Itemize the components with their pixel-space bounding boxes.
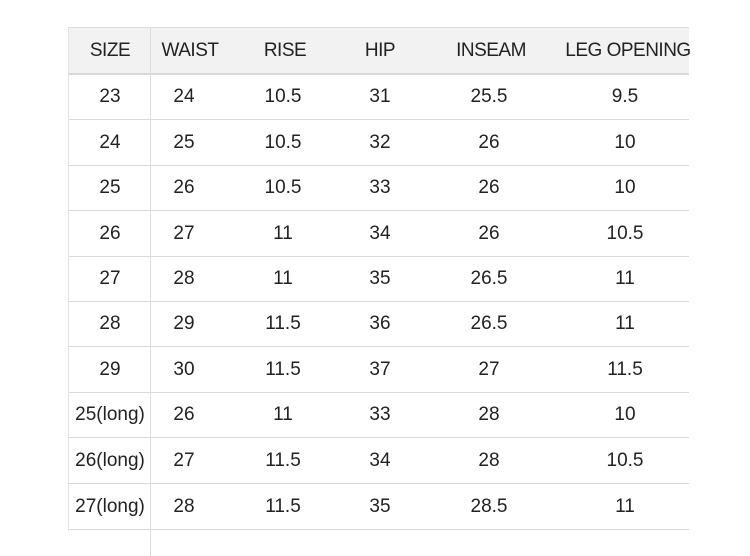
- cell-leg-opening: 11.5: [607, 358, 643, 380]
- cell-inseam: 28: [478, 403, 500, 425]
- cell-size: 29: [99, 358, 121, 380]
- cell-leg-opening: 10.5: [606, 449, 644, 471]
- cell-inseam: 26: [478, 222, 500, 244]
- cell-waist: 27: [173, 449, 195, 471]
- cell-size: 26(long): [75, 449, 145, 471]
- cell-waist: 27: [173, 222, 195, 244]
- table-row: 29 30 11.5 37 27 11.5: [68, 347, 689, 393]
- cell-hip: 32: [369, 131, 391, 153]
- cell-size: 26: [99, 222, 121, 244]
- header-inseam: INSEAM: [456, 39, 526, 61]
- cell-hip: 35: [369, 267, 391, 289]
- cell-leg-opening: 10.5: [606, 222, 644, 244]
- header-leg-opening: LEG OPENING: [565, 39, 691, 61]
- cell-leg-opening: 11: [615, 267, 635, 289]
- cell-inseam: 25.5: [470, 85, 508, 107]
- cell-inseam: 26.5: [470, 312, 508, 334]
- cell-leg-opening: 10: [614, 403, 636, 425]
- cell-rise: 11.5: [265, 495, 301, 517]
- header-hip: HIP: [364, 39, 396, 61]
- table-row: 28 29 11.5 36 26.5 11: [68, 301, 689, 347]
- cell-waist: 28: [173, 495, 195, 517]
- cell-leg-opening: 9.5: [611, 85, 639, 107]
- cell-size: 23: [99, 85, 121, 107]
- table-row: 27 28 11 35 26.5 11: [68, 256, 689, 302]
- cell-rise: 11.5: [265, 449, 301, 471]
- cell-leg-opening: 10: [614, 131, 636, 153]
- cell-waist: 24: [173, 85, 195, 107]
- cell-inseam: 26: [478, 131, 500, 153]
- cell-waist: 25: [173, 131, 195, 153]
- cell-inseam: 27: [478, 358, 500, 380]
- table-row: 26 27 11 34 26 10.5: [68, 211, 689, 257]
- cell-waist: 26: [173, 403, 195, 425]
- cell-rise: 11: [273, 403, 293, 425]
- cell-waist: 30: [173, 358, 195, 380]
- cell-hip: 35: [369, 495, 391, 517]
- cell-size: 27: [99, 267, 121, 289]
- cell-rise: 11: [273, 267, 293, 289]
- cell-size: 25: [99, 176, 121, 198]
- cell-hip: 33: [369, 176, 391, 198]
- table-row: 26(long) 27 11.5 34 28 10.5: [68, 438, 689, 484]
- cell-rise: 10.5: [264, 176, 302, 198]
- header-waist: WAIST: [161, 39, 219, 61]
- cell-hip: 31: [369, 85, 391, 107]
- cell-leg-opening: 11: [615, 495, 635, 517]
- cell-leg-opening: 11: [615, 312, 635, 334]
- cell-inseam: 28.5: [470, 495, 508, 517]
- cell-hip: 37: [369, 358, 391, 380]
- table-row: 23 24 10.5 31 25.5 9.5: [68, 74, 689, 120]
- table-header: SIZE WAIST RISE HIP INSEAM LEG OPENING: [68, 27, 691, 75]
- header-size: SIZE: [89, 39, 131, 61]
- cell-waist: 29: [173, 312, 195, 334]
- table-row: 25 26 10.5 33 26 10: [68, 165, 689, 211]
- cell-size: 25(long): [75, 403, 145, 425]
- cell-hip: 36: [369, 312, 391, 334]
- cell-size: 27(long): [75, 495, 145, 517]
- cell-rise: 11.5: [265, 358, 301, 380]
- cell-rise: 10.5: [264, 131, 302, 153]
- cell-rise: 11: [273, 222, 293, 244]
- cell-hip: 34: [369, 449, 391, 471]
- cell-inseam: 26.5: [470, 267, 508, 289]
- left-border: [68, 27, 69, 531]
- table-row: 27(long) 28 11.5 35 28.5 11: [68, 484, 689, 530]
- cell-waist: 26: [173, 176, 195, 198]
- table-row: 25(long) 26 11 33 28 10: [68, 392, 689, 438]
- cell-inseam: 26: [478, 176, 500, 198]
- cell-inseam: 28: [478, 449, 500, 471]
- cell-hip: 33: [369, 403, 391, 425]
- cell-hip: 34: [369, 222, 391, 244]
- cell-leg-opening: 10: [614, 176, 636, 198]
- cell-rise: 11.5: [265, 312, 301, 334]
- cell-waist: 28: [173, 267, 195, 289]
- cell-size: 24: [99, 131, 121, 153]
- table-row: 24 25 10.5 32 26 10: [68, 120, 689, 166]
- cell-size: 28: [99, 312, 121, 334]
- header-rise: RISE: [263, 39, 307, 61]
- column-divider: [150, 27, 151, 556]
- cell-rise: 10.5: [264, 85, 302, 107]
